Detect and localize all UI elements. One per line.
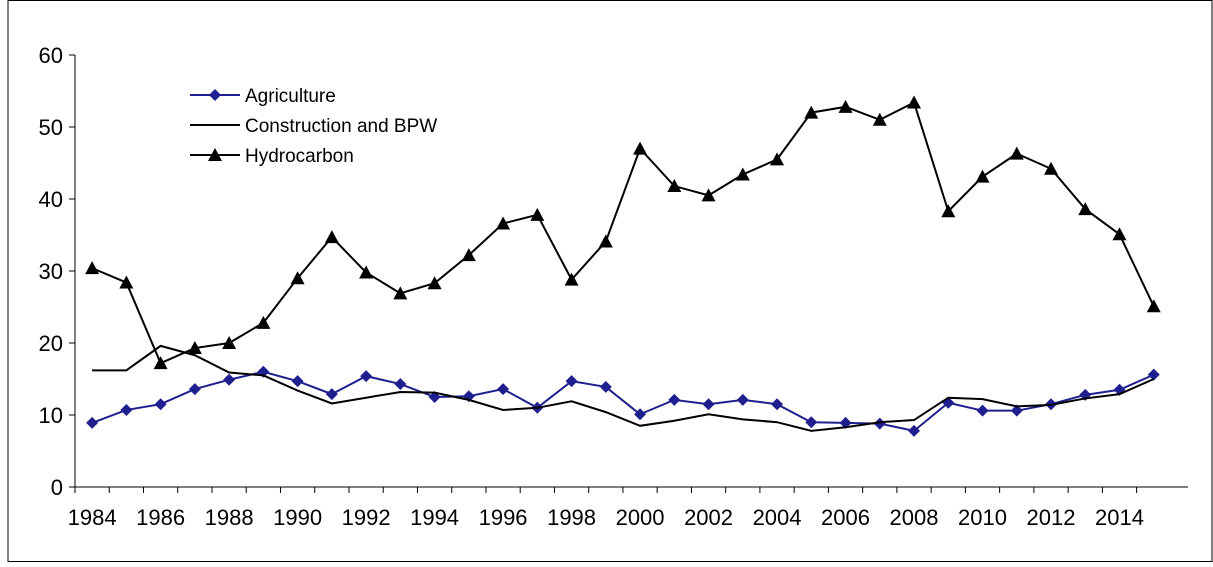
legend-marker [208, 148, 222, 161]
series-line [92, 344, 1155, 432]
y-tick-label: 60 [39, 43, 63, 68]
point [907, 95, 922, 109]
point [222, 336, 237, 349]
point [1078, 202, 1093, 216]
point [1146, 299, 1161, 313]
x-tick-label: 1990 [273, 505, 322, 530]
point [223, 373, 236, 386]
point [1112, 227, 1127, 241]
point [838, 99, 853, 113]
point [188, 383, 201, 396]
y-tick-label: 30 [39, 259, 63, 284]
point [154, 398, 167, 411]
legend-label: Construction and BPW [245, 116, 437, 137]
x-tick-label: 1994 [410, 505, 459, 530]
point [1044, 161, 1059, 175]
point [804, 105, 819, 119]
x-tick-label: 1996 [479, 505, 528, 530]
point [393, 286, 408, 300]
point [736, 393, 749, 406]
point [187, 341, 202, 355]
point [1010, 404, 1023, 417]
point [598, 234, 613, 248]
x-tick-label: 1984 [68, 505, 117, 530]
point [634, 408, 647, 421]
point [530, 207, 545, 221]
point [324, 230, 339, 244]
point [633, 141, 648, 155]
point [668, 393, 681, 406]
point [771, 398, 784, 411]
x-tick-label: 2000 [616, 505, 665, 530]
x-tick-label: 1986 [136, 505, 185, 530]
point [565, 375, 578, 388]
point [735, 167, 750, 181]
y-tick-label: 20 [39, 331, 63, 356]
point [975, 169, 990, 183]
point [1009, 146, 1024, 160]
point [873, 417, 886, 430]
point [360, 370, 373, 383]
point [702, 398, 715, 411]
point [256, 315, 271, 329]
point [805, 416, 818, 429]
point [496, 216, 511, 230]
point [941, 204, 956, 218]
point [599, 380, 612, 393]
legend-marker [209, 89, 221, 101]
x-tick-label: 1998 [547, 505, 596, 530]
point [1147, 368, 1160, 381]
x-tick-label: 2008 [890, 505, 939, 530]
point [290, 271, 305, 285]
point [976, 404, 989, 417]
x-tick-label: 2006 [821, 505, 870, 530]
point [394, 378, 407, 391]
y-tick-label: 50 [39, 115, 63, 140]
point [497, 383, 510, 396]
series-line [91, 370, 1155, 432]
series-line [91, 101, 1155, 365]
point [667, 179, 682, 193]
point [770, 152, 785, 166]
point [461, 248, 476, 262]
chart-border [7, 0, 1213, 562]
point [291, 375, 304, 388]
legend-label: Agriculture [245, 86, 336, 107]
point [119, 275, 134, 289]
point [86, 416, 99, 429]
point [359, 265, 374, 279]
point [153, 356, 168, 370]
x-tick-label: 2004 [753, 505, 802, 530]
point [564, 272, 579, 286]
y-tick-label: 40 [39, 187, 63, 212]
x-tick-label: 2010 [958, 505, 1007, 530]
point [120, 403, 133, 416]
x-tick-label: 2012 [1027, 505, 1076, 530]
point [701, 188, 716, 202]
point [872, 112, 887, 126]
x-tick-label: 1992 [342, 505, 391, 530]
point [325, 388, 338, 401]
y-tick-label: 0 [51, 475, 63, 500]
y-tick-label: 10 [39, 403, 63, 428]
point [908, 424, 921, 437]
x-tick-label: 2014 [1095, 505, 1144, 530]
x-tick-label: 2002 [684, 505, 733, 530]
legend-label: Hydrocarbon [245, 146, 354, 167]
point [85, 261, 100, 275]
x-tick-label: 1988 [205, 505, 254, 530]
point [427, 276, 442, 290]
